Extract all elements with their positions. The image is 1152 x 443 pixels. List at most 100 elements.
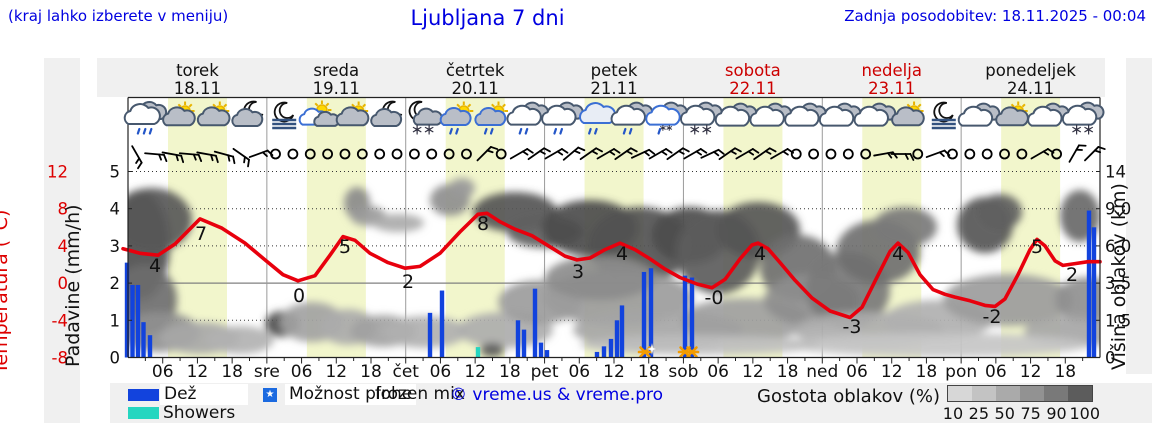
temperature-value-label: 2 xyxy=(402,271,414,293)
day-abbr-label: sob xyxy=(668,362,698,382)
cloud-blob xyxy=(372,214,424,232)
precip-tick-label: 4 xyxy=(110,200,121,219)
wind-barb-icon xyxy=(145,153,167,161)
precip-tick-label: 3 xyxy=(110,237,121,256)
shower-possible-icon: ★ xyxy=(263,388,277,402)
cloud-height-axis-label: Višina oblakov (km) xyxy=(1108,183,1130,370)
day-date: 24.11 xyxy=(1007,79,1054,98)
rain-bar xyxy=(522,330,526,358)
temperature-axis-label: Temperatura (°C) xyxy=(0,210,12,374)
day-date: 18.11 xyxy=(174,79,221,98)
calm-wind-icon xyxy=(792,150,801,159)
calm-wind-icon xyxy=(410,150,419,159)
precip-marks: ＊＊ xyxy=(1071,123,1095,137)
rain-bar xyxy=(130,285,134,358)
cloud-blob xyxy=(449,178,475,198)
hour-label: 12 xyxy=(742,362,764,382)
wind-barb-icon xyxy=(564,146,585,165)
cloud-density-tick-labels: 10 25 50 75 90 100 xyxy=(940,404,1100,423)
temperature-value-label: 5 xyxy=(339,236,351,258)
rain-bar xyxy=(141,322,145,357)
weather-icon-moon-cloud-snow: ＊＊ xyxy=(410,102,442,137)
day-abbr-label: pon xyxy=(945,362,977,382)
wind-barb-icon xyxy=(127,146,143,168)
credit-link[interactable]: © vreme.us & vreme.pro xyxy=(450,385,663,405)
rain-bar xyxy=(136,285,140,358)
day-date: 19.11 xyxy=(313,79,360,98)
temperature-value-label: 3 xyxy=(572,261,584,283)
day-abbr-label: čet xyxy=(392,362,419,382)
hour-label: 12 xyxy=(603,362,625,382)
rain-bar xyxy=(533,289,537,358)
rain-bar xyxy=(609,339,613,358)
cloud-blob xyxy=(978,194,1022,230)
hour-label: 06 xyxy=(568,362,590,382)
temperature-value-label: -3 xyxy=(843,316,862,338)
hour-label: 06 xyxy=(707,362,729,382)
meteogram-page: (kraj lahko izberete v meniju) Ljubljana… xyxy=(0,0,1152,443)
calm-wind-icon xyxy=(809,150,818,159)
hour-label: 18 xyxy=(499,362,521,382)
weather-icon-moon-fog xyxy=(932,103,956,128)
temperature-value-label: 5 xyxy=(1031,236,1043,258)
precip-marks: ＊＊ xyxy=(411,123,435,137)
cloud-blob xyxy=(873,207,937,247)
day-name: petek xyxy=(591,61,638,80)
weather-icon-sun-cloud xyxy=(996,102,1028,126)
hour-label: 18 xyxy=(916,362,938,382)
rain-bar xyxy=(545,350,549,357)
rain-bar xyxy=(642,272,646,358)
calm-wind-icon xyxy=(844,150,853,159)
rain-bar xyxy=(1092,227,1096,357)
showers-legend-swatch xyxy=(128,407,159,419)
rain-bar xyxy=(595,352,599,358)
cloud-density-gradient xyxy=(947,385,1093,402)
cloud-height-tick-label: 14 xyxy=(1105,163,1126,182)
cloud-blob xyxy=(790,333,1090,357)
cloud-blob xyxy=(383,316,467,348)
calm-wind-icon xyxy=(983,150,992,159)
precip-tick-label: 2 xyxy=(110,274,121,293)
day-abbr-label: sre xyxy=(254,362,280,382)
rain-bar xyxy=(649,268,653,357)
precip-tick-label: 0 xyxy=(110,349,121,368)
rain-bar xyxy=(602,346,606,357)
weather-icon-sun-cloud xyxy=(163,102,195,126)
weather-icon-rain xyxy=(125,102,166,133)
wind-barb-icon xyxy=(667,147,688,165)
temperature-value-label: 7 xyxy=(195,223,207,245)
hour-label: 12 xyxy=(464,362,486,382)
calm-wind-icon xyxy=(375,150,384,159)
hour-label: 06 xyxy=(846,362,868,382)
precip-marks: ＊＊ xyxy=(689,123,713,137)
weather-icon-clouds-snow: ＊＊ xyxy=(1063,103,1104,137)
day-abbr-label: pet xyxy=(531,362,559,382)
day-name: sobota xyxy=(725,61,781,80)
cloud-density-legend-label: Gostota oblakov (%) xyxy=(757,386,940,407)
calm-wind-icon xyxy=(288,150,297,159)
temperature-value-label: 2 xyxy=(1066,264,1078,286)
wind-barb-icon xyxy=(1085,145,1105,165)
day-name: četrtek xyxy=(446,61,505,80)
day-date: 21.11 xyxy=(590,79,637,98)
hour-label: 12 xyxy=(1020,362,1042,382)
temperature-value-label: 4 xyxy=(892,243,904,265)
hour-label: 06 xyxy=(291,362,313,382)
temperature-value-label: 4 xyxy=(149,255,161,277)
weather-icon-clouds-rain xyxy=(542,103,583,134)
day-name: torek xyxy=(176,61,219,80)
day-date: 23.11 xyxy=(868,79,915,98)
hour-label: 18 xyxy=(360,362,382,382)
rain-bar xyxy=(620,305,624,357)
rain-bar xyxy=(683,276,687,358)
rain-bar xyxy=(516,320,520,357)
rain-bar xyxy=(440,291,444,358)
hour-label: 06 xyxy=(985,362,1007,382)
calm-wind-icon xyxy=(393,150,402,159)
meteogram-chart: 47052834-04-34-252torek18.11sreda19.11če… xyxy=(0,0,1152,443)
rain-bar xyxy=(148,335,152,357)
rain-bar xyxy=(1087,211,1091,358)
temperature-value-label: 4 xyxy=(754,243,766,265)
day-abbr-label: ned xyxy=(806,362,838,382)
rain-bar xyxy=(539,343,543,358)
